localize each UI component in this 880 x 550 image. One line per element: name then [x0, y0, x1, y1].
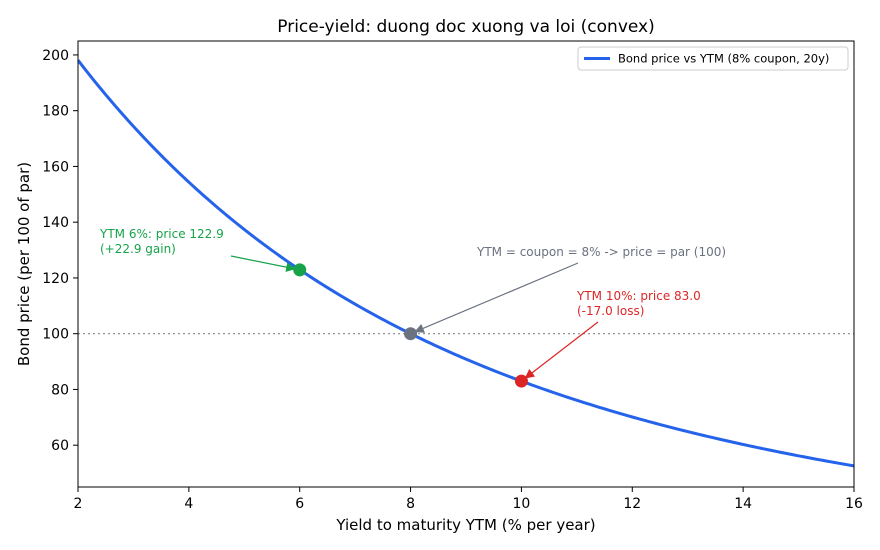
y-tick-label: 180 — [42, 104, 69, 120]
annotation-label: YTM 10%: price 83.0 — [576, 289, 701, 303]
legend-label: Bond price vs YTM (8% coupon, 20y) — [618, 52, 829, 66]
y-tick-label: 60 — [51, 438, 69, 454]
x-tick-label: 8 — [406, 496, 415, 512]
annotation-label-detail: (-17.0 loss) — [577, 304, 644, 318]
annotation-arrow — [524, 321, 599, 379]
x-tick-label: 10 — [513, 496, 531, 512]
annotation-arrow — [230, 255, 296, 272]
y-tick-label: 80 — [51, 382, 69, 398]
annotation-label: YTM 6%: price 122.9 — [99, 227, 224, 241]
x-axis-ticks: 2 4 6 8 10 12 14 16 — [74, 487, 863, 512]
series-line-bond-price — [78, 59, 854, 468]
x-tick-label: 12 — [623, 496, 641, 512]
annotation-label: YTM = coupon = 8% -> price = par (100) — [476, 245, 726, 259]
y-tick-label: 200 — [42, 48, 69, 64]
x-tick-label: 6 — [295, 496, 304, 512]
y-tick-label: 140 — [42, 215, 69, 231]
data-point — [404, 327, 418, 341]
annotation-label-detail: (+22.9 gain) — [100, 242, 176, 256]
x-tick-label: 16 — [845, 496, 863, 512]
annotation-arrow — [414, 262, 579, 333]
legend: Bond price vs YTM (8% coupon, 20y) — [577, 46, 849, 71]
y-tick-label: 100 — [42, 327, 69, 343]
x-tick-label: 2 — [74, 496, 83, 512]
chart-title: Price-yield: duong doc xuong va loi (con… — [277, 17, 654, 37]
x-tick-label: 14 — [734, 496, 752, 512]
highlight-points — [293, 263, 528, 388]
y-axis-label: Bond price (per 100 of par) — [15, 162, 33, 366]
data-point — [514, 374, 528, 388]
x-tick-label: 4 — [184, 496, 193, 512]
y-axis-ticks: 60 80 100 120 140 160 180 200 — [42, 48, 78, 454]
y-tick-label: 120 — [42, 271, 69, 287]
y-tick-label: 160 — [42, 159, 69, 175]
data-point — [293, 263, 307, 277]
x-axis-label: Yield to maturity YTM (% per year) — [335, 516, 595, 534]
legend-box — [577, 46, 849, 71]
annotations: YTM 6%: price 122.9(+22.9 gain) YTM = cou… — [99, 227, 726, 379]
plot-frame — [77, 40, 855, 488]
